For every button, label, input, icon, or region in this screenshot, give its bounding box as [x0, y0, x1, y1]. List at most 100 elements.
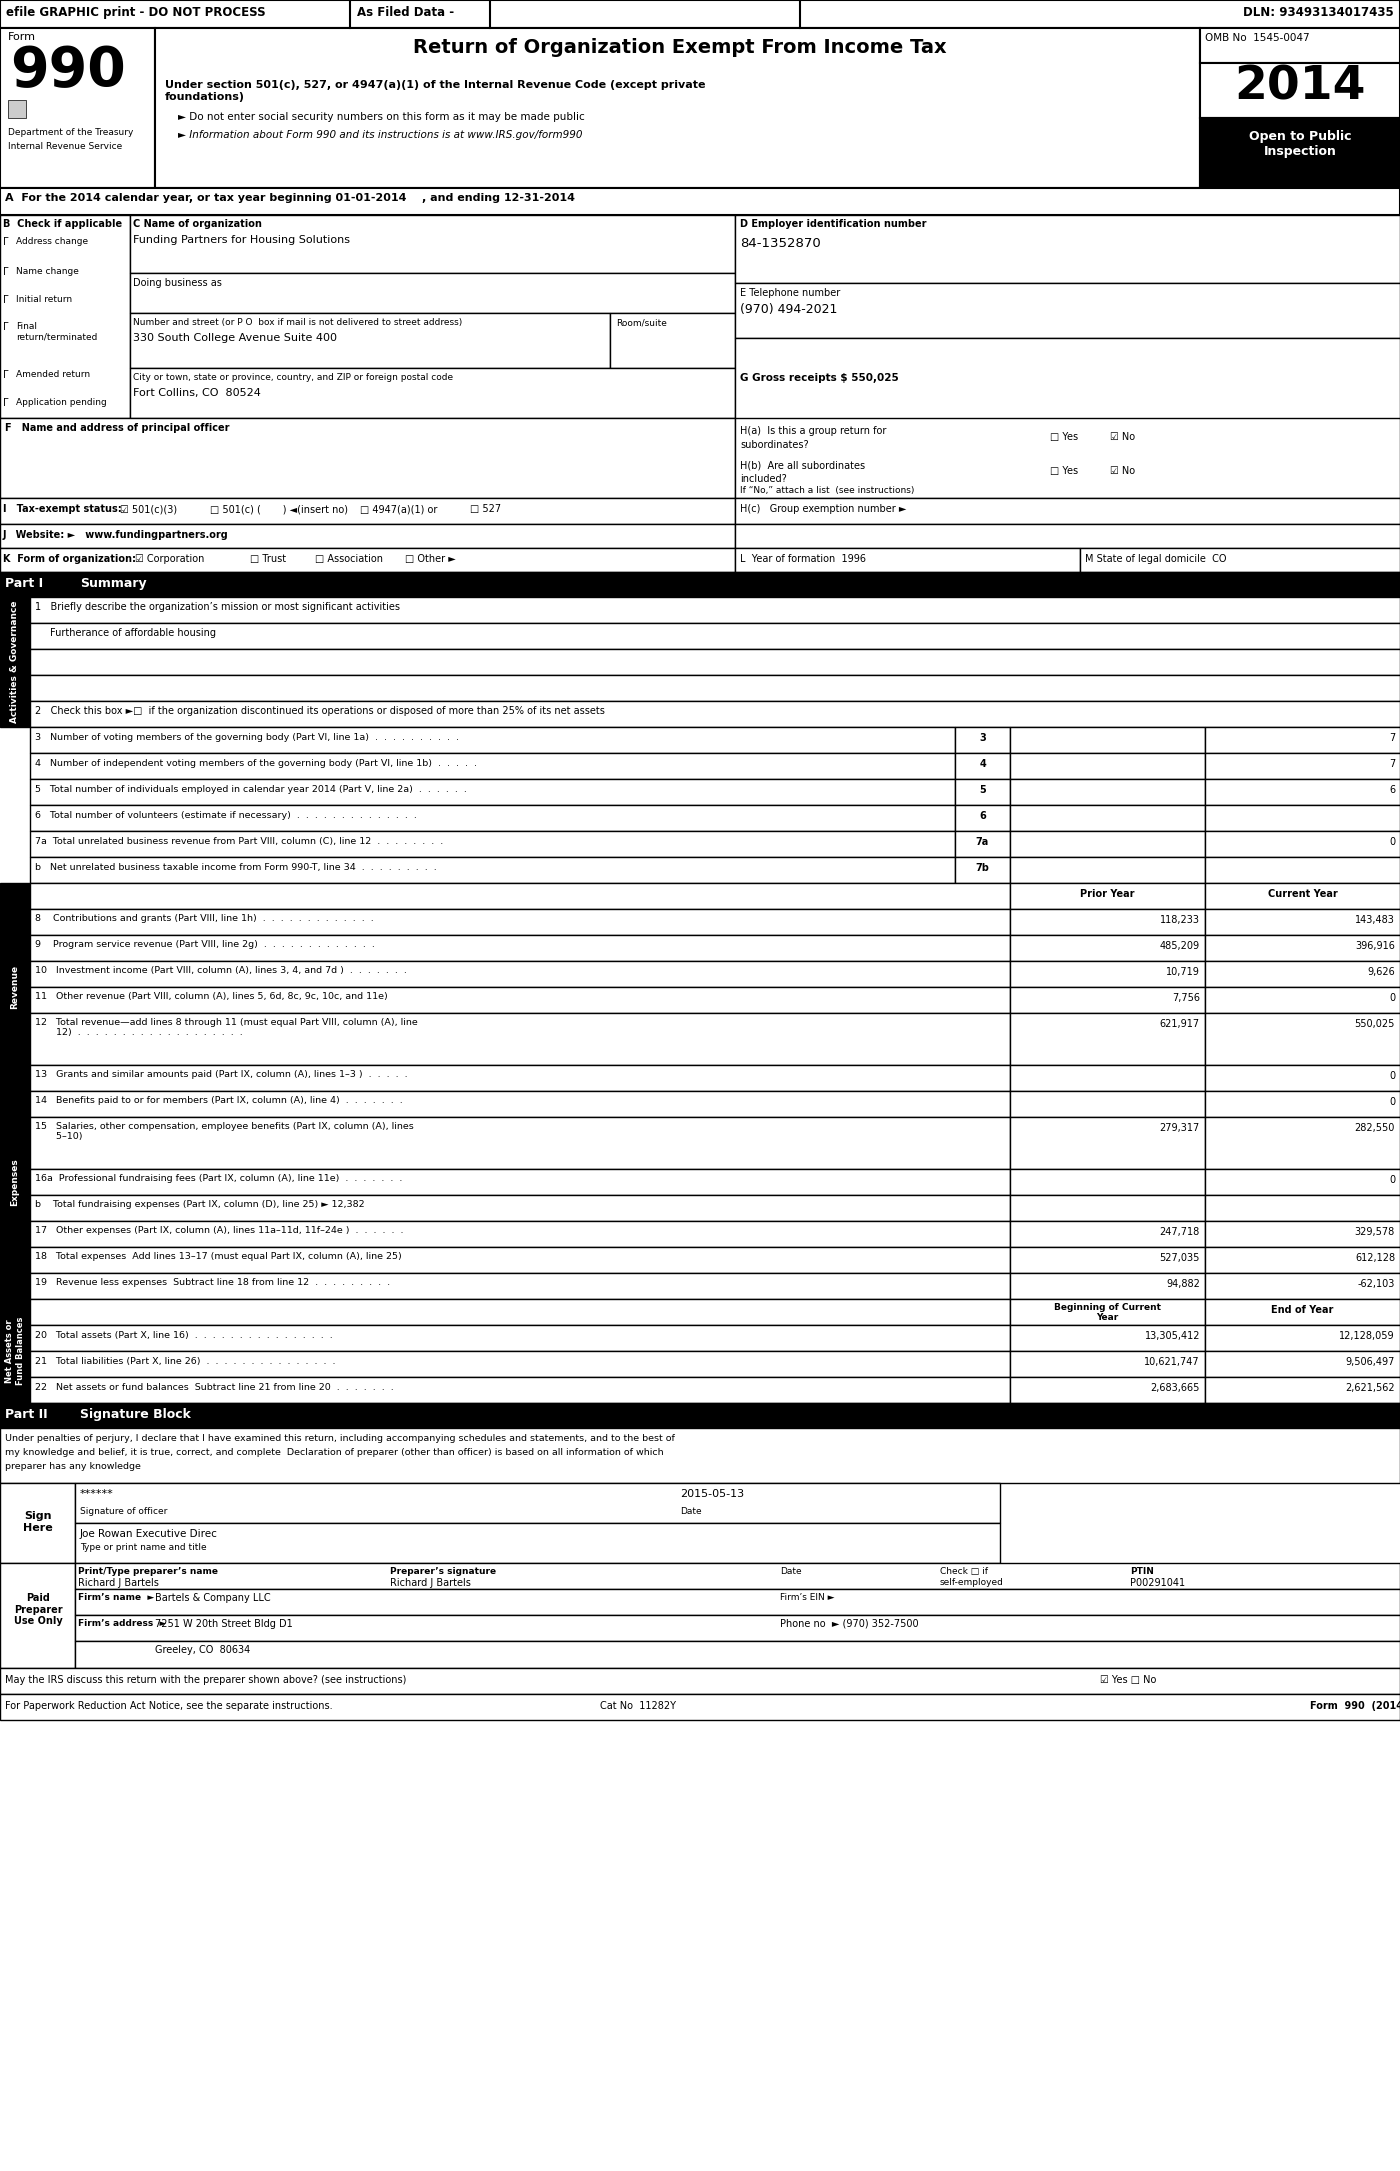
- Bar: [1009, 884, 1205, 910]
- Bar: [0, 189, 1400, 215]
- Bar: [0, 1402, 1400, 1429]
- Bar: [76, 1615, 1400, 1641]
- Text: Summary: Summary: [80, 577, 147, 591]
- Text: □ 527: □ 527: [470, 504, 501, 515]
- Text: Under section 501(c), 527, or 4947(a)(1) of the Internal Revenue Code (except pr: Under section 501(c), 527, or 4947(a)(1)…: [165, 80, 706, 102]
- Text: □ 4947(a)(1) or: □ 4947(a)(1) or: [360, 504, 437, 515]
- Text: 6: 6: [979, 812, 986, 821]
- Bar: [1009, 1092, 1205, 1118]
- Bar: [29, 1066, 1009, 1092]
- Bar: [29, 1324, 1009, 1350]
- Text: Richard J Bartels: Richard J Bartels: [78, 1578, 158, 1587]
- Text: Sign
Here: Sign Here: [24, 1511, 53, 1533]
- Bar: [1205, 1118, 1400, 1168]
- Text: If “No,” attach a list  (see instructions): If “No,” attach a list (see instructions…: [741, 486, 914, 495]
- Text: 15   Salaries, other compensation, employee benefits (Part IX, column (A), lines: 15 Salaries, other compensation, employe…: [35, 1122, 414, 1142]
- Bar: [76, 1524, 1000, 1563]
- Text: 4   Number of independent voting members of the governing body (Part VI, line 1b: 4 Number of independent voting members o…: [35, 760, 477, 769]
- Bar: [1009, 779, 1205, 805]
- Bar: [1205, 1168, 1400, 1194]
- Bar: [955, 727, 1009, 753]
- Text: 0: 0: [1389, 992, 1394, 1003]
- Bar: [0, 1066, 29, 1298]
- Text: 7,756: 7,756: [1172, 992, 1200, 1003]
- Text: □ Yes: □ Yes: [1050, 467, 1078, 475]
- Text: Type or print name and title: Type or print name and title: [80, 1544, 207, 1552]
- Bar: [1205, 831, 1400, 858]
- Text: Return of Organization Exempt From Income Tax: Return of Organization Exempt From Incom…: [413, 39, 946, 56]
- Text: Firm’s name  ►: Firm’s name ►: [78, 1594, 154, 1602]
- Text: 282,550: 282,550: [1355, 1122, 1394, 1133]
- Bar: [1200, 28, 1400, 63]
- Bar: [130, 313, 610, 369]
- Bar: [29, 1220, 1009, 1246]
- Text: Cat No  11282Y: Cat No 11282Y: [601, 1702, 676, 1711]
- Text: Γ: Γ: [3, 295, 8, 304]
- Text: 10,621,747: 10,621,747: [1144, 1357, 1200, 1368]
- Text: Form  990  (2014): Form 990 (2014): [1310, 1702, 1400, 1711]
- Bar: [1205, 1298, 1400, 1324]
- Bar: [1009, 805, 1205, 831]
- Text: (970) 494-2021: (970) 494-2021: [741, 304, 837, 317]
- Bar: [1079, 547, 1400, 571]
- Text: subordinates?: subordinates?: [741, 441, 809, 449]
- Text: ☑ 501(c)(3): ☑ 501(c)(3): [120, 504, 178, 515]
- Text: Γ: Γ: [3, 267, 8, 278]
- Text: Beginning of Current
Year: Beginning of Current Year: [1054, 1303, 1161, 1322]
- Text: ☑ Corporation: ☑ Corporation: [134, 554, 204, 564]
- Bar: [1009, 936, 1205, 962]
- Bar: [1205, 1350, 1400, 1376]
- Bar: [0, 597, 29, 727]
- Text: 0: 0: [1389, 1070, 1394, 1081]
- Bar: [1009, 1350, 1205, 1376]
- Bar: [29, 779, 955, 805]
- Text: F   Name and address of principal officer: F Name and address of principal officer: [6, 423, 230, 432]
- Bar: [76, 1563, 1400, 1589]
- Text: G Gross receipts $ 550,025: G Gross receipts $ 550,025: [741, 373, 899, 382]
- Text: 3   Number of voting members of the governing body (Part VI, line 1a)  .  .  .  : 3 Number of voting members of the govern…: [35, 734, 459, 742]
- Text: Preparer’s signature: Preparer’s signature: [391, 1567, 496, 1576]
- Bar: [0, 910, 29, 1066]
- Bar: [29, 753, 955, 779]
- Text: Signature of officer: Signature of officer: [80, 1507, 168, 1515]
- Text: 396,916: 396,916: [1355, 940, 1394, 951]
- Text: 330 South College Avenue Suite 400: 330 South College Avenue Suite 400: [133, 332, 337, 343]
- Text: C Name of organization: C Name of organization: [133, 219, 262, 228]
- Text: ☑ Yes □ No: ☑ Yes □ No: [1100, 1676, 1156, 1685]
- Bar: [1009, 1194, 1205, 1220]
- Text: Internal Revenue Service: Internal Revenue Service: [8, 141, 122, 152]
- Text: 990: 990: [10, 43, 126, 98]
- Text: Part I: Part I: [6, 577, 43, 591]
- Text: self-employed: self-employed: [939, 1578, 1004, 1587]
- Bar: [130, 215, 735, 274]
- Text: 16a  Professional fundraising fees (Part IX, column (A), line 11e)  .  .  .  .  : 16a Professional fundraising fees (Part …: [35, 1175, 402, 1183]
- Bar: [130, 369, 735, 419]
- Text: Γ: Γ: [3, 237, 8, 247]
- Text: Check □ if: Check □ if: [939, 1567, 988, 1576]
- Text: 10   Investment income (Part VIII, column (A), lines 3, 4, and 7d )  .  .  .  . : 10 Investment income (Part VIII, column …: [35, 966, 407, 975]
- Bar: [955, 753, 1009, 779]
- Text: 10,719: 10,719: [1166, 966, 1200, 977]
- Bar: [1205, 1272, 1400, 1298]
- Text: H(a)  Is this a group return for: H(a) Is this a group return for: [741, 426, 886, 436]
- Bar: [29, 1092, 1009, 1118]
- Text: 7b: 7b: [976, 864, 990, 873]
- Text: 247,718: 247,718: [1159, 1227, 1200, 1237]
- Text: Firm’s EIN ►: Firm’s EIN ►: [780, 1594, 834, 1602]
- Text: Date: Date: [780, 1567, 802, 1576]
- Text: Application pending: Application pending: [15, 397, 106, 406]
- Text: □ 501(c) (       ) ◄(insert no): □ 501(c) ( ) ◄(insert no): [210, 504, 349, 515]
- Bar: [0, 1483, 76, 1563]
- Bar: [1205, 1066, 1400, 1092]
- Bar: [1205, 858, 1400, 884]
- Bar: [1205, 805, 1400, 831]
- Text: Fort Collins, CO  80524: Fort Collins, CO 80524: [133, 389, 260, 397]
- Text: Expenses: Expenses: [10, 1157, 20, 1205]
- Bar: [29, 1168, 1009, 1194]
- Text: □ Association: □ Association: [315, 554, 384, 564]
- Text: 1   Briefly describe the organization’s mission or most significant activities: 1 Briefly describe the organization’s mi…: [35, 601, 400, 612]
- Bar: [1205, 1220, 1400, 1246]
- Text: DLN: 93493134017435: DLN: 93493134017435: [1243, 7, 1394, 20]
- Text: Activities & Governance: Activities & Governance: [10, 601, 20, 723]
- Text: Name change: Name change: [15, 267, 78, 276]
